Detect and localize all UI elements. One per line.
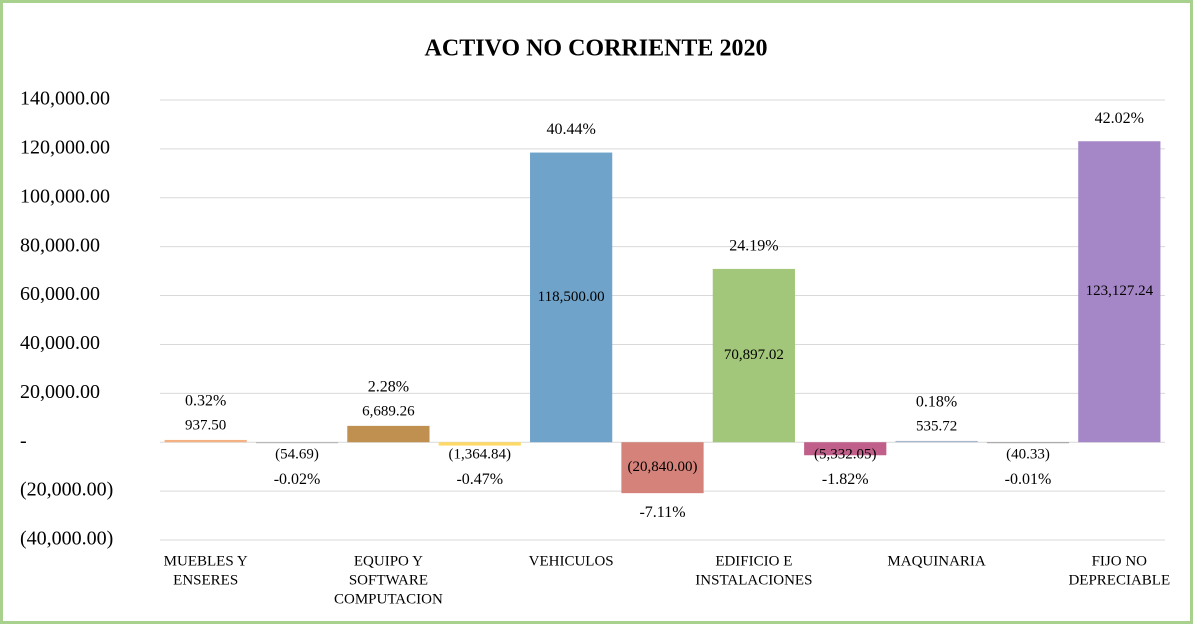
bar <box>986 442 1070 444</box>
bar <box>438 442 521 446</box>
x-tick-label: COMPUTACION <box>334 591 443 607</box>
x-tick-label: EQUIPO Y <box>354 553 423 569</box>
x-tick-label: VEHICULOS <box>529 553 614 569</box>
bar <box>621 442 704 494</box>
bar <box>1078 141 1161 443</box>
value-label: 535.72 <box>916 418 957 434</box>
value-label: (20,840.00) <box>628 459 698 475</box>
y-tick-label: 40,000.00 <box>20 332 100 354</box>
value-label: 937.50 <box>185 417 226 433</box>
x-tick-label: FIJO NO <box>1092 553 1148 569</box>
value-label: (5,332.05) <box>814 447 877 463</box>
y-tick-label: 120,000.00 <box>20 136 110 158</box>
x-tick-label: MAQUINARIA <box>887 553 985 569</box>
x-tick-label: MUEBLES Y <box>164 553 248 569</box>
y-tick-label: (40,000.00) <box>20 528 113 550</box>
value-label: 6,689.26 <box>362 403 415 419</box>
value-label: 123,127.24 <box>1086 283 1154 299</box>
bar <box>804 442 887 456</box>
value-label: (1,364.84) <box>449 447 512 463</box>
y-tick-label: 80,000.00 <box>20 234 100 256</box>
percent-label: 0.18% <box>916 394 957 411</box>
value-label: 118,500.00 <box>538 289 605 305</box>
percent-label: -1.82% <box>822 471 869 488</box>
percent-label: 40.44% <box>546 121 595 138</box>
value-label: (40.33) <box>1006 447 1050 463</box>
bar <box>164 439 247 443</box>
percent-label: -0.01% <box>1005 471 1052 488</box>
chart-title: ACTIVO NO CORRIENTE 2020 <box>425 36 768 62</box>
y-tick-label: 100,000.00 <box>20 185 110 207</box>
percent-label: 24.19% <box>729 238 778 255</box>
percent-label: 0.32% <box>185 393 226 410</box>
x-tick-label: DEPRECIABLE <box>1068 572 1170 588</box>
percent-label: 2.28% <box>368 379 409 396</box>
x-tick-label: ENSERES <box>173 572 238 588</box>
y-tick-label: 20,000.00 <box>20 381 100 403</box>
bar <box>530 152 613 443</box>
percent-label: -0.02% <box>274 471 321 488</box>
x-tick-label: EDIFICIO E <box>715 553 792 569</box>
value-label: (54.69) <box>275 447 319 463</box>
bar <box>347 425 430 443</box>
bar <box>895 440 978 443</box>
percent-label: 42.02% <box>1095 110 1144 127</box>
bar <box>712 268 795 443</box>
y-tick-label: 60,000.00 <box>20 283 100 305</box>
y-tick-label: - <box>20 430 27 452</box>
percent-label: -0.47% <box>456 471 503 488</box>
bar <box>255 442 339 444</box>
x-tick-label: INSTALACIONES <box>695 572 812 588</box>
y-tick-label: (20,000.00) <box>20 479 113 501</box>
value-label: 70,897.02 <box>724 347 784 363</box>
percent-label: -7.11% <box>639 504 685 521</box>
x-tick-label: SOFTWARE <box>349 572 428 588</box>
y-tick-label: 140,000.00 <box>20 88 110 110</box>
